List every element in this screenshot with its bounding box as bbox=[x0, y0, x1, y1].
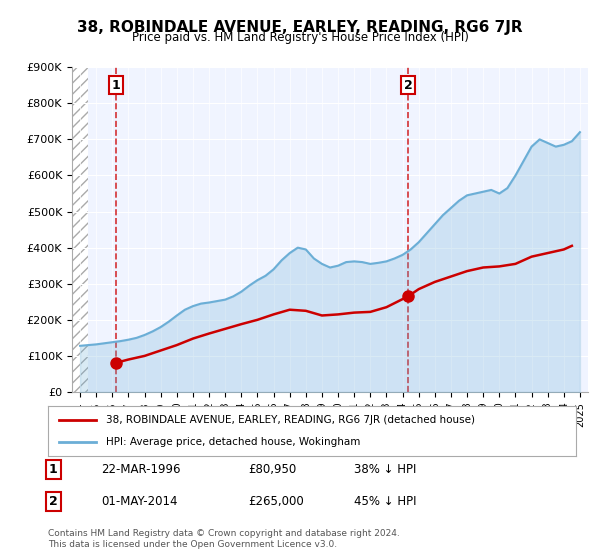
Text: 1: 1 bbox=[49, 463, 58, 476]
Text: Price paid vs. HM Land Registry's House Price Index (HPI): Price paid vs. HM Land Registry's House … bbox=[131, 31, 469, 44]
Text: 01-MAY-2014: 01-MAY-2014 bbox=[101, 495, 178, 508]
Text: £265,000: £265,000 bbox=[248, 495, 304, 508]
Text: 2: 2 bbox=[49, 495, 58, 508]
Text: 45% ↓ HPI: 45% ↓ HPI bbox=[354, 495, 417, 508]
Text: 1: 1 bbox=[112, 79, 121, 92]
Text: £80,950: £80,950 bbox=[248, 463, 297, 476]
Text: HPI: Average price, detached house, Wokingham: HPI: Average price, detached house, Woki… bbox=[106, 437, 361, 447]
Text: 38% ↓ HPI: 38% ↓ HPI bbox=[354, 463, 416, 476]
Text: Contains HM Land Registry data © Crown copyright and database right 2024.
This d: Contains HM Land Registry data © Crown c… bbox=[48, 529, 400, 549]
Bar bbox=[72, 67, 88, 392]
Text: 22-MAR-1996: 22-MAR-1996 bbox=[101, 463, 181, 476]
Text: 38, ROBINDALE AVENUE, EARLEY, READING, RG6 7JR (detached house): 38, ROBINDALE AVENUE, EARLEY, READING, R… bbox=[106, 415, 475, 425]
Text: 2: 2 bbox=[404, 79, 412, 92]
Text: 38, ROBINDALE AVENUE, EARLEY, READING, RG6 7JR: 38, ROBINDALE AVENUE, EARLEY, READING, R… bbox=[77, 20, 523, 35]
